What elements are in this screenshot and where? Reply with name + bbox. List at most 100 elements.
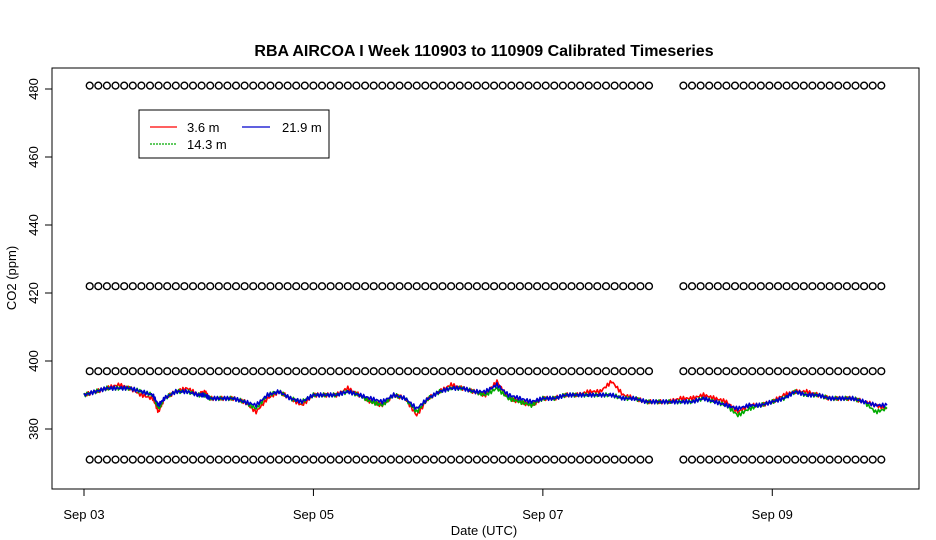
calibration-point <box>369 81 378 90</box>
calibration-point <box>231 282 241 291</box>
calibration-point <box>610 455 619 464</box>
calibration-point <box>352 81 361 90</box>
calibration-point <box>180 455 189 464</box>
calibration-point <box>326 81 335 90</box>
calibration-point <box>816 367 826 376</box>
calibration-point <box>834 282 843 291</box>
calibration-point <box>524 81 533 90</box>
calibration-point <box>94 81 103 90</box>
calibration-point <box>163 367 172 376</box>
calibration-point <box>300 455 309 464</box>
calibration-point <box>532 81 542 90</box>
calibration-point <box>128 367 137 376</box>
calibration-point <box>421 282 430 291</box>
calibration-point <box>859 455 869 464</box>
y-axis-label: CO2 (ppm) <box>4 246 19 310</box>
calibration-point <box>825 282 834 291</box>
calibration-point <box>541 282 550 291</box>
calibration-point <box>782 81 791 90</box>
calibration-point <box>412 282 421 291</box>
calibration-point <box>335 282 344 291</box>
calibration-point <box>593 282 602 291</box>
calibration-point <box>593 367 602 376</box>
calibration-point <box>404 455 413 464</box>
calibration-point <box>94 282 103 291</box>
chart-title: RBA AIRCOA I Week 110903 to 110909 Calib… <box>254 43 713 60</box>
calibration-point <box>799 282 808 291</box>
marker-layer <box>85 81 886 464</box>
calibration-point <box>550 282 559 291</box>
calibration-point <box>705 367 714 376</box>
calibration-point <box>679 81 688 90</box>
calibration-point <box>842 282 852 291</box>
calibration-point <box>765 282 774 291</box>
calibration-point <box>283 367 292 376</box>
calibration-point <box>163 282 172 291</box>
calibration-point <box>610 282 619 291</box>
calibration-point <box>283 455 292 464</box>
calibration-point <box>429 455 439 464</box>
calibration-point <box>636 367 645 376</box>
calibration-point <box>188 282 198 291</box>
calibration-point <box>447 81 456 90</box>
calibration-point <box>85 282 94 291</box>
calibration-point <box>696 455 705 464</box>
calibration-point <box>223 81 232 90</box>
calibration-point <box>378 455 387 464</box>
calibration-point <box>171 455 180 464</box>
calibration-point <box>188 81 198 90</box>
y-axis: 380 400 420 440 460 480 <box>26 78 52 440</box>
calibration-point <box>317 455 327 464</box>
calibration-point <box>171 367 180 376</box>
calibration-point <box>808 455 817 464</box>
calibration-point <box>877 367 886 376</box>
calibration-point <box>317 367 327 376</box>
calibration-point <box>429 81 439 90</box>
calibration-point <box>206 81 215 90</box>
calibration-point <box>816 81 826 90</box>
calibration-point <box>601 81 611 90</box>
calibration-point <box>730 81 740 90</box>
calibration-point <box>808 367 817 376</box>
calibration-point <box>438 367 447 376</box>
calibration-point <box>687 367 697 376</box>
calibration-point <box>257 455 266 464</box>
calibration-point <box>412 367 421 376</box>
calibration-point <box>154 282 163 291</box>
calibration-point <box>421 455 430 464</box>
calibration-point <box>447 455 456 464</box>
calibration-point <box>266 367 275 376</box>
calibration-point <box>584 455 593 464</box>
calibration-point <box>739 367 748 376</box>
calibration-point <box>429 282 439 291</box>
calibration-point <box>163 81 172 90</box>
calibration-point <box>756 367 765 376</box>
calibration-point <box>300 81 309 90</box>
calibration-point <box>507 282 516 291</box>
calibration-point <box>223 282 232 291</box>
series-layer <box>83 379 888 418</box>
calibration-point <box>472 282 482 291</box>
calibration-point <box>644 282 654 291</box>
calibration-point <box>575 81 585 90</box>
calibration-point <box>868 282 877 291</box>
calibration-point <box>102 455 112 464</box>
calibration-point <box>386 282 396 291</box>
calibration-point <box>326 455 335 464</box>
calibration-point <box>421 367 430 376</box>
calibration-point <box>481 455 490 464</box>
calibration-point <box>317 282 327 291</box>
y-tick-label: 420 <box>26 282 41 304</box>
calibration-point <box>515 282 525 291</box>
calibration-point <box>481 81 490 90</box>
calibration-point <box>352 367 361 376</box>
calibration-point <box>206 367 215 376</box>
calibration-point <box>343 282 352 291</box>
calibration-point <box>395 455 404 464</box>
calibration-point <box>541 455 550 464</box>
calibration-point <box>197 455 206 464</box>
calibration-point <box>834 367 843 376</box>
calibration-point <box>877 81 886 90</box>
calibration-point <box>619 367 628 376</box>
calibration-point <box>85 455 94 464</box>
